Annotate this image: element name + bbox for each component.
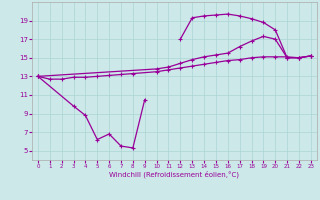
X-axis label: Windchill (Refroidissement éolien,°C): Windchill (Refroidissement éolien,°C) xyxy=(109,171,239,178)
